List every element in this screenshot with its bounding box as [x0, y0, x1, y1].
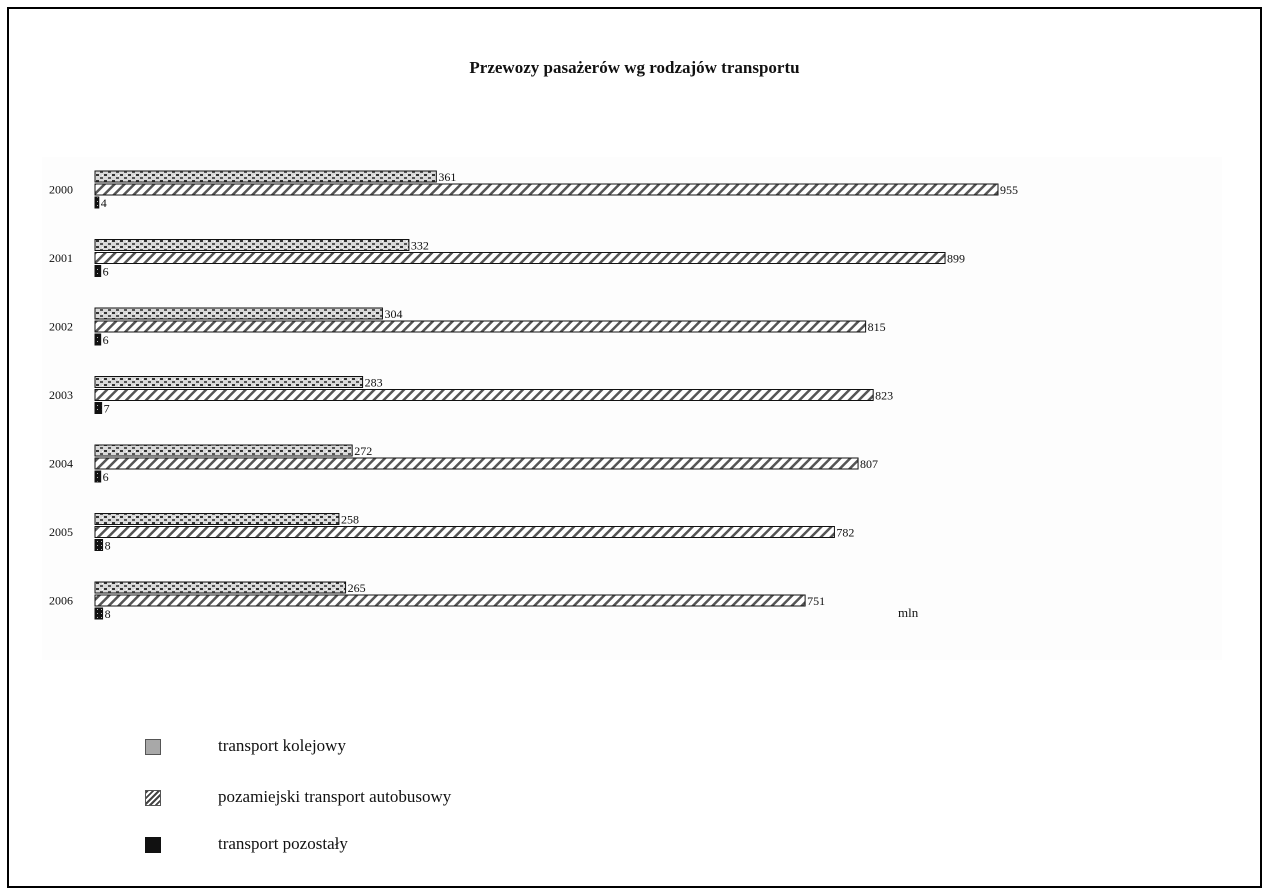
bar-other-2000	[94, 196, 100, 209]
value-label-rail-2002: 304	[384, 307, 402, 321]
legend-label-bus: pozamiejski transport autobusowy	[218, 787, 452, 806]
bar-other-2005	[94, 539, 104, 551]
bar-other-2001	[94, 265, 102, 277]
bar-rail-2003	[94, 376, 364, 388]
value-label-rail-2001: 332	[411, 239, 429, 253]
bars-group: 2000 361 955 4 2001 332 899 6 2002 304 815 6 2003 283…	[49, 170, 1018, 621]
category-label-2003: 2003	[49, 388, 73, 402]
category-label-2006: 2006	[49, 594, 73, 608]
legend-swatch-other	[145, 837, 161, 853]
bar-rail-2000	[94, 170, 437, 183]
bar-other-2004	[94, 470, 102, 483]
value-label-other-2001: 6	[103, 265, 109, 279]
bar-rail-2001	[94, 239, 410, 251]
bar-other-2003	[94, 402, 103, 414]
chart-frame	[7, 7, 1262, 888]
value-label-bus-2003: 823	[875, 389, 893, 403]
category-label-2000: 2000	[49, 183, 73, 197]
value-label-other-2006: 8	[105, 607, 111, 621]
value-label-other-2002: 6	[103, 333, 109, 347]
value-label-bus-2005: 782	[836, 526, 854, 540]
value-label-rail-2004: 272	[354, 444, 372, 458]
bar-other-2006	[94, 607, 104, 620]
value-label-bus-2006: 751	[807, 594, 825, 608]
bar-rail-2004	[94, 444, 353, 457]
bar-bus-2003	[94, 389, 874, 401]
category-label-2001: 2001	[49, 251, 73, 265]
bar-bus-2000	[94, 183, 999, 196]
bar-bus-2004	[94, 457, 859, 470]
bar-rail-2005	[94, 513, 340, 525]
category-label-2004: 2004	[49, 457, 73, 471]
bar-bus-2001	[94, 252, 946, 264]
value-label-other-2003: 7	[104, 402, 110, 416]
bar-bus-2005	[94, 526, 835, 538]
legend-label-rail: transport kolejowy	[218, 736, 346, 755]
category-label-2005: 2005	[49, 525, 73, 539]
value-label-rail-2006: 265	[348, 581, 366, 595]
category-label-2002: 2002	[49, 320, 73, 334]
legend-swatch-rail	[145, 739, 161, 755]
bar-bus-2006	[94, 594, 806, 607]
legend-swatch-bus	[145, 790, 161, 806]
value-label-other-2004: 6	[103, 470, 109, 484]
value-label-rail-2005: 258	[341, 513, 359, 527]
bar-other-2002	[94, 333, 102, 346]
chart-title: Przewozy pasażerów wg rodzajów transport…	[469, 58, 800, 77]
value-label-other-2000: 4	[101, 196, 107, 210]
value-label-rail-2000: 361	[438, 170, 456, 184]
bar-bus-2002	[94, 320, 867, 333]
value-label-bus-2000: 955	[1000, 183, 1018, 197]
value-label-bus-2004: 807	[860, 457, 878, 471]
unit-label: mln	[898, 605, 919, 620]
value-label-other-2005: 8	[105, 539, 111, 553]
bar-rail-2006	[94, 581, 347, 594]
value-label-bus-2002: 815	[868, 320, 886, 334]
legend-label-other: transport pozostały	[218, 834, 348, 853]
value-label-rail-2003: 283	[365, 376, 383, 390]
bar-rail-2002	[94, 307, 383, 320]
value-label-bus-2001: 899	[947, 252, 965, 266]
